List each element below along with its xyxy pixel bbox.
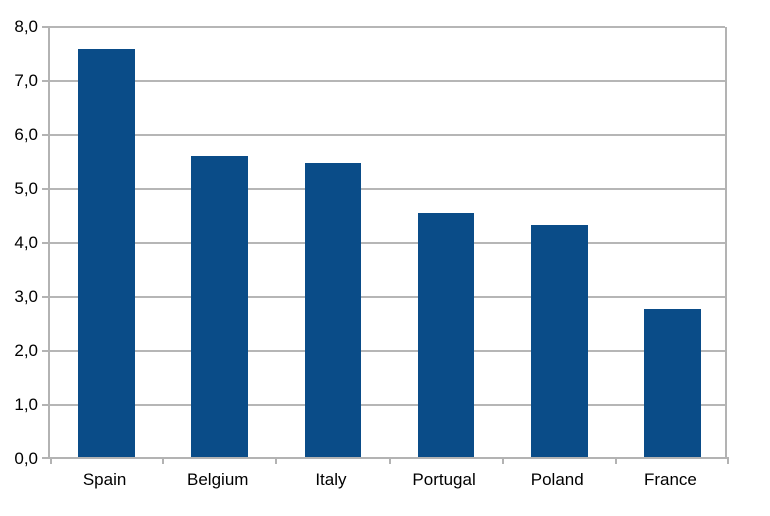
bar-poland [530, 224, 588, 457]
gridline [50, 188, 725, 190]
bar-spain [78, 49, 135, 457]
y-axis-tick [42, 350, 50, 352]
bar-portugal [417, 212, 475, 457]
y-axis-tick-label: 3,0 [14, 287, 38, 306]
y-axis-tick [42, 80, 50, 82]
bar-france [644, 308, 701, 457]
y-axis-tick-label: 2,0 [14, 341, 38, 360]
x-axis-tick [614, 457, 617, 464]
gridline [50, 296, 725, 298]
x-axis-tick [727, 457, 729, 464]
bar-italy [304, 162, 362, 457]
x-axis-tick [388, 457, 391, 464]
y-axis-tick-label: 5,0 [14, 179, 38, 198]
x-axis-label-portugal: Portugal [412, 470, 476, 489]
y-axis-tick-label: 1,0 [14, 395, 38, 414]
gridline [50, 242, 725, 244]
gridline [50, 134, 725, 136]
x-axis-tick [275, 457, 278, 464]
plot-area [42, 26, 729, 464]
x-axis-tick [501, 457, 504, 464]
y-axis-tick [42, 26, 50, 28]
y-axis-tick [42, 404, 50, 406]
x-axis-label-poland: Poland [530, 470, 584, 489]
gridline [50, 404, 725, 406]
y-axis-tick [42, 188, 50, 190]
y-axis-tick [42, 457, 50, 459]
y-axis-tick [42, 242, 50, 244]
y-axis-tick-label: 0,0 [14, 449, 38, 468]
y-axis-tick-label: 8,0 [14, 17, 38, 36]
x-axis-label-italy: Italy [315, 470, 347, 489]
x-axis-label-spain: Spain [82, 470, 127, 489]
y-axis-tick [42, 296, 50, 298]
x-axis-tick [50, 457, 52, 464]
y-axis-tick-label: 4,0 [14, 233, 38, 252]
gridline [50, 350, 725, 352]
y-axis-tick-label: 6,0 [14, 125, 38, 144]
y-axis-tick-label: 7,0 [14, 71, 38, 90]
x-axis-label-belgium: Belgium [187, 470, 249, 489]
bar-belgium [191, 155, 249, 457]
x-axis-label-france: France [643, 470, 697, 489]
gridline [50, 26, 725, 28]
gridline [50, 80, 725, 82]
y-axis-tick [42, 134, 50, 136]
x-axis-tick [162, 457, 165, 464]
